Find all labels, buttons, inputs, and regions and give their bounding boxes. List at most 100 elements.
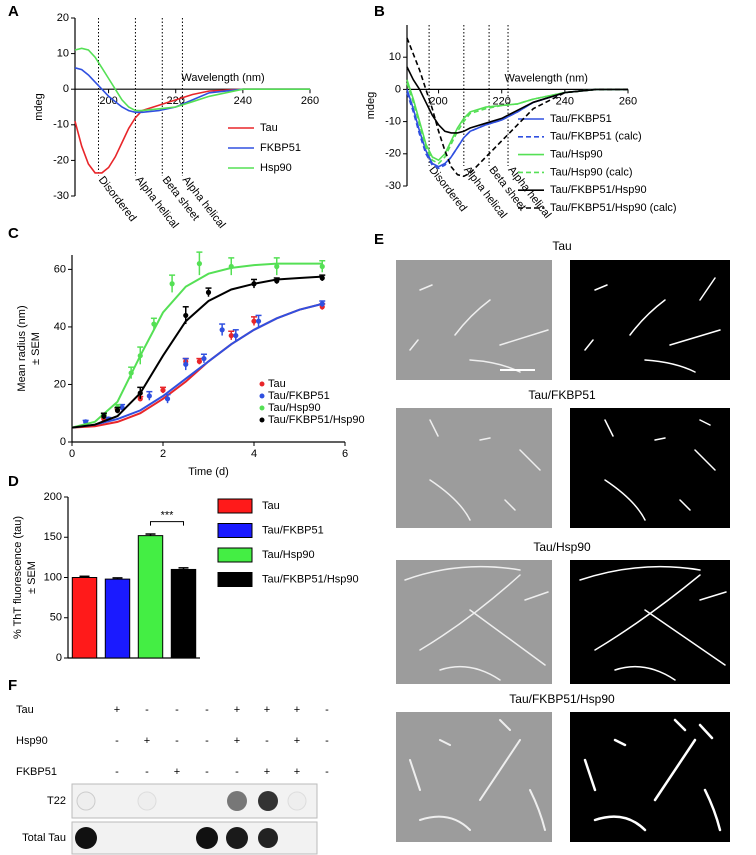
blot-dot: [226, 827, 248, 849]
series-line: [406, 66, 628, 134]
x-tick-label: 240: [556, 95, 574, 107]
x-tick-label: 260: [301, 95, 319, 107]
legend-label: Tau/Hsp90 (calc): [550, 166, 633, 178]
data-point: [183, 312, 189, 319]
micrograph-amplitude: [396, 408, 552, 528]
data-point: [160, 387, 166, 393]
data-point: [205, 289, 212, 295]
legend-label: Tau: [260, 122, 278, 134]
legend-label: Tau: [268, 378, 286, 390]
legend-label: Tau/FKBP51/Hsp90 (calc): [550, 202, 677, 214]
blot-dot: [196, 827, 218, 849]
data-point: [251, 281, 257, 287]
treatment-sign: +: [264, 766, 270, 778]
series-line: [406, 37, 628, 178]
micrograph-title: Tau/Hsp90: [533, 540, 591, 554]
legend-label: Tau/Hsp90: [268, 402, 321, 414]
treatment-sign: +: [264, 704, 270, 716]
fibril: [604, 419, 716, 521]
y-tick-label: 200: [44, 491, 62, 503]
legend-label: Tau/FKBP51: [262, 524, 324, 536]
y-tick-label: 0: [60, 436, 66, 448]
micrograph-title: Tau/FKBP51: [528, 388, 596, 402]
data-point: [101, 413, 107, 419]
blot-dot: [137, 791, 157, 811]
blot-dot: [287, 791, 307, 811]
blot-strip: [71, 821, 318, 855]
blot-label: T22: [47, 795, 66, 807]
legend-label: Tau/FKBP51/Hsp90: [262, 573, 359, 585]
data-point: [228, 263, 234, 270]
treatment-sign: -: [205, 735, 209, 747]
y-tick-label: 10: [389, 51, 401, 63]
legend-swatch: [217, 547, 253, 563]
data-point: [196, 261, 202, 267]
micrograph-height: [570, 260, 730, 380]
legend-label: Tau/Hsp90: [262, 549, 315, 561]
y-tick-label: -30: [53, 190, 69, 202]
data-point: [274, 278, 280, 284]
y-tick-label: 60: [54, 263, 66, 275]
panel-label: D: [8, 473, 19, 490]
treatment-label: Hsp90: [16, 735, 48, 747]
series-line: [74, 88, 310, 174]
legend-swatch: [217, 523, 253, 538]
legend-label: Tau/FKBP51/Hsp90: [268, 414, 365, 426]
micrograph-panel: Tau Tau/FKBP51 Tau/Hsp90 Tau/FKBP51/Hsp9…: [396, 239, 730, 842]
treatment-sign: -: [265, 735, 269, 747]
y-axis-label: Mean radius (nm): [16, 305, 28, 391]
bar: [104, 578, 131, 659]
treatment-sign: -: [325, 735, 329, 747]
treatment-sign: -: [145, 704, 149, 716]
panel-label: B: [374, 3, 385, 20]
fibril: [409, 719, 546, 831]
bar: [170, 568, 197, 659]
series-line: [74, 47, 310, 112]
x-tick-label: 2: [160, 448, 166, 460]
data-point: [319, 275, 325, 281]
blot-dot: [227, 791, 247, 811]
y-tick-label: 150: [44, 531, 62, 543]
treatment-sign: +: [234, 735, 240, 747]
legend-swatch: [259, 417, 265, 423]
treatment-sign: +: [114, 704, 120, 716]
y-tick-label: -10: [53, 119, 69, 131]
micrograph-amplitude: [396, 260, 552, 380]
y-tick-label: -10: [385, 116, 401, 128]
treatment-sign: +: [234, 704, 240, 716]
y-axis-label: ± SEM: [30, 332, 42, 365]
data-point: [251, 318, 257, 324]
x-tick-label: 200: [429, 95, 447, 107]
legend-swatch: [217, 572, 253, 587]
data-point: [255, 318, 262, 324]
y-tick-label: 10: [57, 48, 69, 60]
data-point: [137, 390, 143, 396]
series-line: [406, 82, 628, 165]
data-point: [183, 361, 189, 367]
data-point: [164, 396, 171, 402]
y-axis-label: mdeg: [365, 92, 377, 120]
treatment-sign: -: [145, 766, 149, 778]
data-point: [319, 301, 325, 307]
dot-blot: [71, 783, 318, 855]
panel-label: A: [8, 3, 19, 20]
y-tick-label: -20: [385, 148, 401, 160]
x-axis-label: Wavelength (nm): [505, 72, 588, 84]
x-tick-label: 6: [342, 448, 348, 460]
data-point: [319, 263, 325, 270]
fit-curve: [71, 275, 323, 429]
y-axis-label: % ThT fluorescence (tau): [12, 516, 24, 639]
treatment-sign: -: [325, 766, 329, 778]
legend-label: Tau/FKBP51: [550, 113, 612, 125]
legend-swatch: [259, 381, 265, 387]
data-point: [114, 407, 121, 413]
data-point: [119, 404, 125, 411]
data-point: [196, 358, 202, 365]
panel-label: C: [8, 225, 19, 242]
data-point: [128, 370, 134, 376]
treatment-sign: -: [325, 704, 329, 716]
y-tick-label: 40: [54, 321, 66, 333]
micrograph-height: [570, 408, 730, 528]
fibril: [404, 565, 549, 681]
